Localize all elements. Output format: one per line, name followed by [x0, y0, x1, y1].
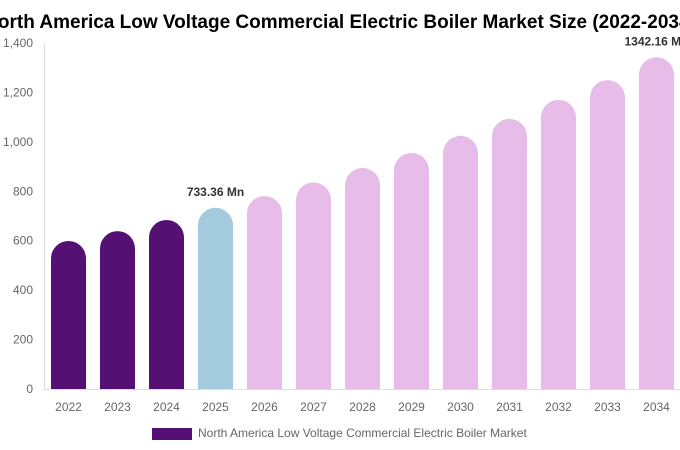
bar-2028[interactable]: [345, 168, 380, 389]
y-tick-label: 200: [13, 333, 33, 347]
legend-label: North America Low Voltage Commercial Ele…: [198, 426, 527, 440]
x-tick-label: 2028: [349, 400, 376, 414]
bar-2025[interactable]: [198, 207, 233, 389]
x-tick-label: 2034: [643, 400, 670, 414]
y-tick-label: 1,400: [3, 36, 33, 50]
bar-2034[interactable]: [639, 57, 674, 390]
bar-2033[interactable]: [590, 80, 625, 390]
x-tick-label: 2033: [594, 400, 621, 414]
bar-2023[interactable]: [100, 231, 135, 389]
bar-2030[interactable]: [443, 135, 478, 389]
x-tick-label: 2026: [251, 400, 278, 414]
bar-2022[interactable]: [51, 240, 86, 389]
bar-2026[interactable]: [247, 195, 282, 389]
x-tick-label: 2022: [55, 400, 82, 414]
x-tick-label: 2031: [496, 400, 523, 414]
y-tick-label: 400: [13, 283, 33, 297]
bar-2032[interactable]: [541, 99, 576, 389]
x-tick-label: 2025: [202, 400, 229, 414]
x-tick-label: 2023: [104, 400, 131, 414]
data-label: 733.36 Mn: [187, 185, 244, 199]
y-tick-label: 1,000: [3, 135, 33, 149]
y-tick-label: 1,200: [3, 85, 33, 99]
legend-swatch: [152, 428, 192, 440]
bar-2031[interactable]: [492, 118, 527, 389]
x-tick-label: 2029: [398, 400, 425, 414]
y-tick-label: 800: [13, 184, 33, 198]
x-tick-label: 2030: [447, 400, 474, 414]
data-label: 1342.16 Mn: [624, 34, 680, 48]
legend[interactable]: North America Low Voltage Commercial Ele…: [152, 426, 527, 440]
bar-2024[interactable]: [149, 219, 184, 389]
chart-title: North America Low Voltage Commercial Ele…: [0, 12, 680, 33]
bar-2027[interactable]: [296, 182, 331, 389]
y-tick-label: 0: [26, 382, 33, 396]
bar-2029[interactable]: [394, 152, 429, 389]
x-tick-label: 2024: [153, 400, 180, 414]
x-tick-label: 2032: [545, 400, 572, 414]
y-tick-label: 600: [13, 234, 33, 248]
x-tick-label: 2027: [300, 400, 327, 414]
